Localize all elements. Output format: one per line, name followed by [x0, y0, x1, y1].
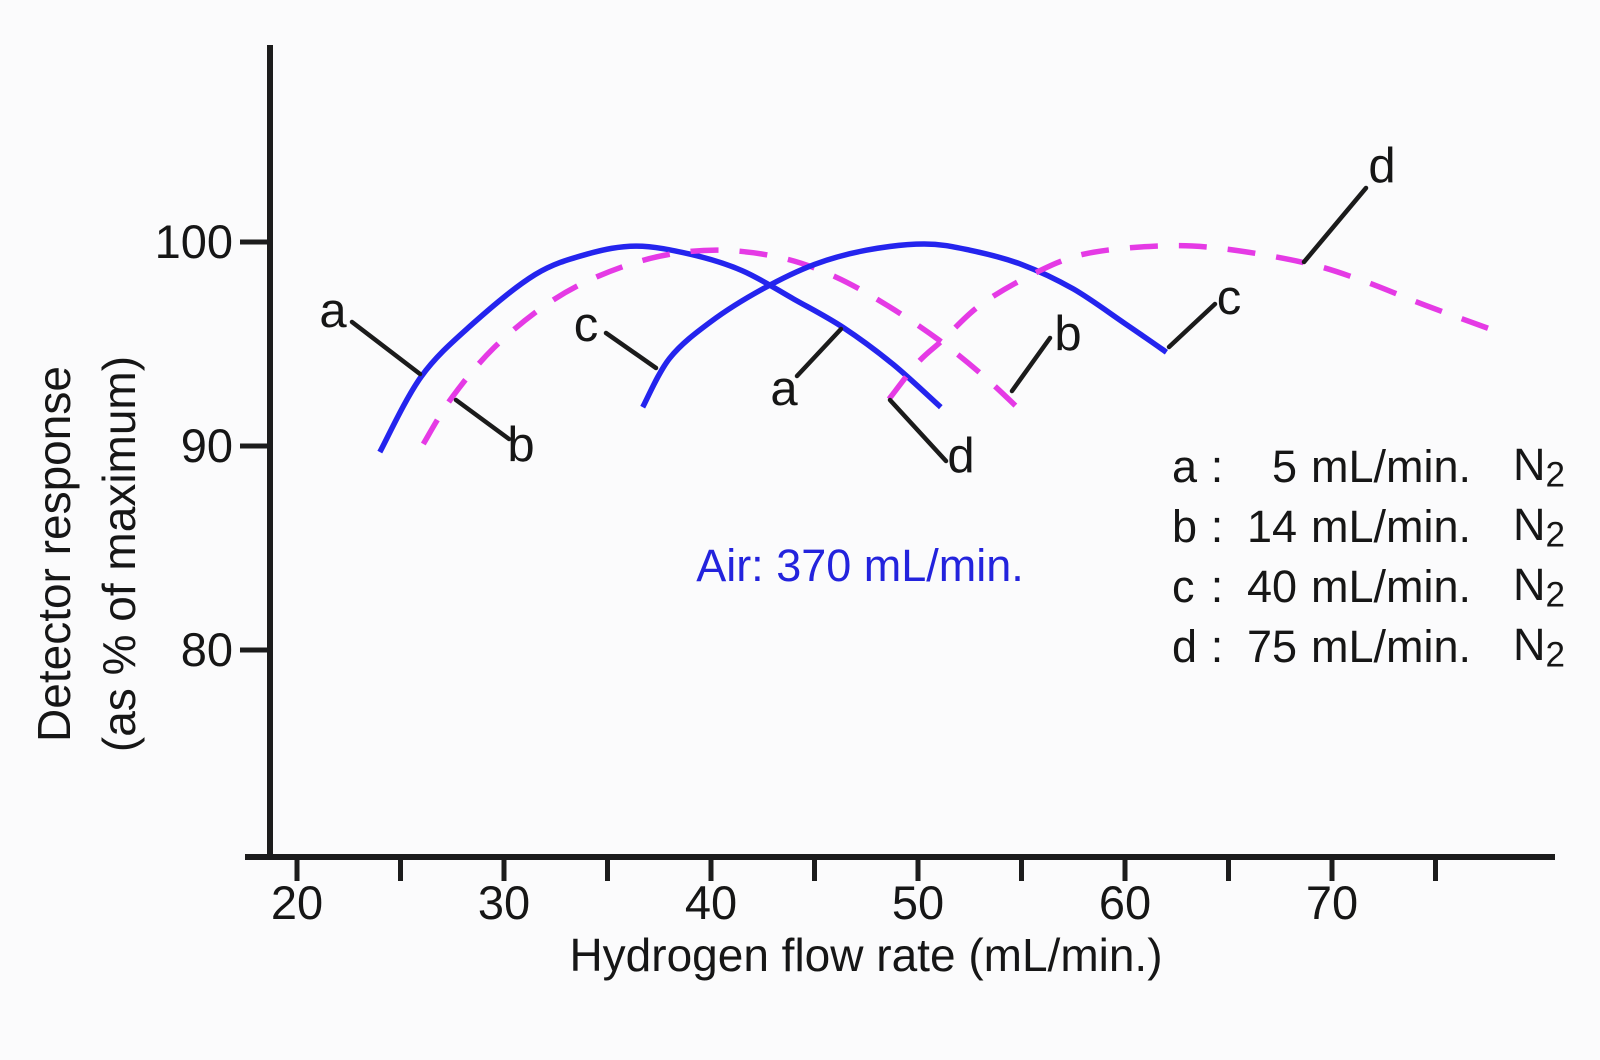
legend-colon: : [1210, 501, 1224, 552]
legend-row-d: d:75 mL/min. N2 [1172, 617, 1565, 677]
x-tick-label-20: 20 [271, 876, 323, 929]
curve-c [640, 241, 1168, 409]
curve-label-d-4: d [947, 429, 974, 483]
air-flow-annotation: Air: 370 mL/min. [696, 540, 1024, 591]
x-tick-label-70: 70 [1306, 876, 1358, 929]
y-tick-label-80: 80 [181, 623, 233, 676]
x-tick-label-30: 30 [478, 876, 530, 929]
curve-label-d-7: d [1368, 139, 1395, 193]
x-tick-label-60: 60 [1099, 876, 1151, 929]
legend-series-letter: b [1172, 501, 1198, 552]
y-tick-label-100: 100 [155, 215, 233, 268]
legend-series-letter: a [1172, 441, 1198, 492]
x-tick-label-50: 50 [892, 876, 944, 929]
y-axis-title: Detector response (as % of maximum) [22, 324, 154, 784]
x-tick-label-40: 40 [685, 876, 737, 929]
curve-label-b-5: b [1054, 307, 1081, 361]
legend-flow-unit: mL/min. [1311, 441, 1472, 492]
y-axis-title-line2: (as % of maximum) [93, 355, 145, 753]
legend-row-a: a:5 mL/min. N2 [1172, 437, 1565, 497]
curve-label-b-1: b [507, 418, 534, 472]
legend-colon: : [1210, 621, 1224, 672]
legend-colon: : [1210, 561, 1224, 612]
legend-flow-value: 75 [1246, 621, 1297, 672]
curve-label-pointer-a-0 [349, 319, 423, 377]
x-axis-title: Hydrogen flow rate (mL/min.) [569, 929, 1163, 981]
curve-a [377, 243, 943, 454]
curve-label-pointer-d-4 [887, 397, 949, 464]
legend-flow-value: 14 [1246, 501, 1297, 552]
y-axis-title-line1: Detector response [28, 366, 80, 742]
curve-label-a-0: a [319, 284, 347, 338]
curve-label-pointer-b-1 [453, 397, 512, 442]
legend-gas-label: N2 [1513, 438, 1566, 495]
curve-label-c-6: c [1217, 271, 1242, 325]
legend-row-c: c:40 mL/min. N2 [1172, 557, 1565, 617]
legend-flow-unit: mL/min. [1311, 561, 1472, 612]
legend-gas-label: N2 [1513, 558, 1566, 615]
curve-d [886, 242, 1499, 401]
legend-flow-value: 5 [1271, 441, 1297, 492]
legend-gas-label: N2 [1513, 618, 1566, 675]
curve-label-a-3: a [770, 362, 798, 416]
legend-gas-label: N2 [1513, 498, 1566, 555]
legend-flow-value: 40 [1246, 561, 1297, 612]
legend-row-b: b:14 mL/min. N2 [1172, 497, 1565, 557]
legend-series-letter: c [1172, 561, 1195, 612]
curve-label-pointer-c-2 [603, 330, 659, 371]
curve-label-c-2: c [574, 298, 599, 352]
legend-flow-unit: mL/min. [1311, 501, 1472, 552]
curve-label-pointer-d-7 [1301, 185, 1369, 265]
curve-label-pointer-b-5 [1009, 335, 1053, 394]
curve-b [420, 247, 1030, 446]
legend-series-letter: d [1172, 621, 1198, 672]
curve-label-pointer-c-6 [1166, 301, 1218, 350]
legend: a:5 mL/min. N2 b:14 mL/min. N2 c:40 mL/min. N2 d:… [1172, 437, 1565, 677]
legend-flow-unit: mL/min. [1311, 621, 1472, 672]
y-tick-label-90: 90 [181, 419, 233, 472]
legend-colon: : [1210, 441, 1224, 492]
curve-label-pointer-a-3 [794, 326, 844, 379]
